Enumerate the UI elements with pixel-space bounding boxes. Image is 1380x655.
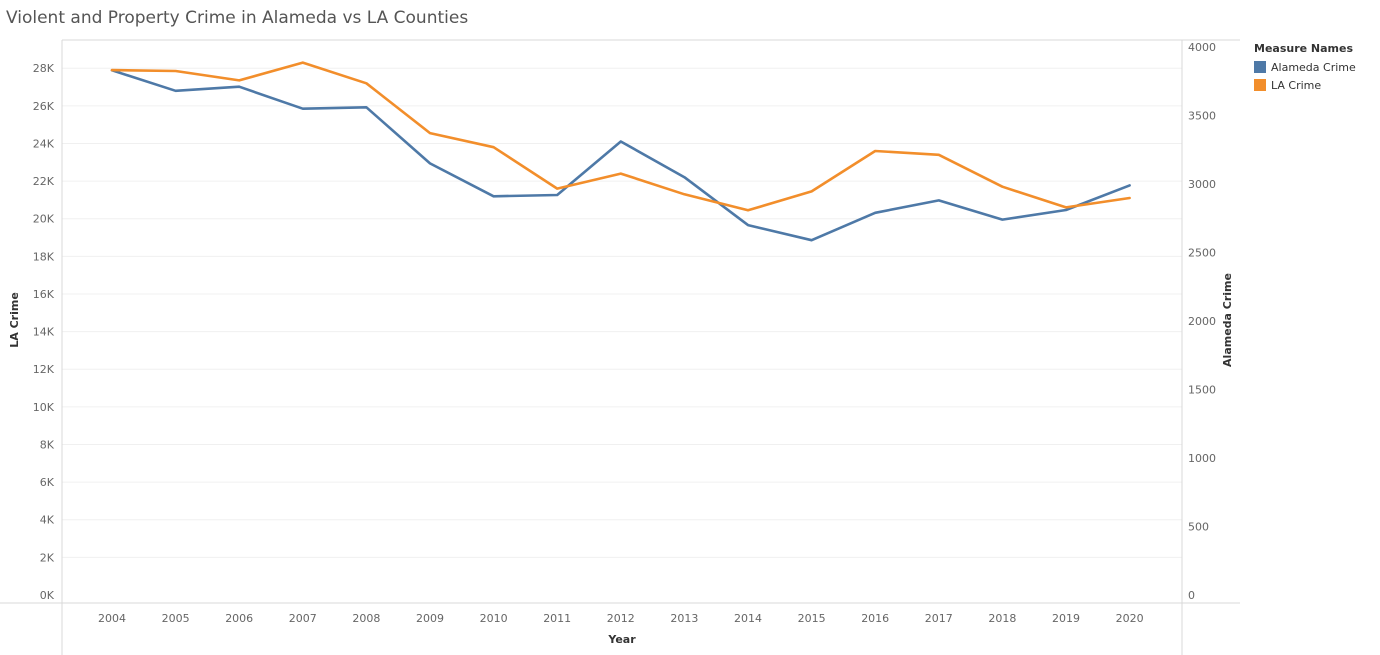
series-line-la-crime[interactable] [110,61,1131,212]
x-tick-label: 2015 [798,612,826,625]
left-tick-label: 10K [33,401,55,414]
x-tick-label: 2008 [352,612,380,625]
x-tick-label: 2010 [480,612,508,625]
right-tick-label: 3000 [1188,178,1216,191]
grid-lines [62,67,1182,558]
right-axis-ticks: 0 500 1000 1500 2000 2500 3000 3500 4000 [1188,41,1216,602]
left-tick-label: 12K [33,363,55,376]
x-tick-label: 2014 [734,612,762,625]
x-tick-label: 2007 [289,612,317,625]
axes [0,39,1240,655]
x-tick-label: 2017 [925,612,953,625]
right-axis-title: Alameda Crime [1221,273,1234,367]
left-tick-label: 28K [33,62,55,75]
chart-title: Violent and Property Crime in Alameda vs… [6,8,469,28]
legend-item-la[interactable]: LA Crime [1254,76,1356,94]
left-tick-label: 22K [33,175,55,188]
x-tick-label: 2004 [98,612,126,625]
right-tick-label: 0 [1188,589,1195,602]
x-axis-title: Year [607,633,636,646]
legend: Measure Names Alameda Crime LA Crime [1254,42,1356,94]
left-tick-label: 4K [40,514,55,527]
x-tick-label: 2006 [225,612,253,625]
left-tick-label: 14K [33,326,55,339]
right-tick-label: 500 [1188,521,1209,534]
left-tick-label: 24K [33,137,55,150]
right-tick-label: 2000 [1188,315,1216,328]
left-tick-label: 6K [40,476,55,489]
legend-label-alameda: Alameda Crime [1271,60,1356,74]
x-tick-label: 2009 [416,612,444,625]
left-axis-title: LA Crime [8,292,21,348]
series-lines [110,61,1131,242]
right-tick-label: 1000 [1188,452,1216,465]
x-tick-label: 2011 [543,612,571,625]
x-tick-label: 2012 [607,612,635,625]
legend-swatch-la [1254,79,1266,91]
right-tick-label: 3500 [1188,110,1216,123]
x-tick-label: 2013 [670,612,698,625]
legend-swatch-alameda [1254,61,1266,73]
x-tick-label: 2016 [861,612,889,625]
x-tick-label: 2020 [1116,612,1144,625]
x-tick-label: 2019 [1052,612,1080,625]
left-tick-label: 18K [33,250,55,263]
series-line-alameda-crime[interactable] [110,69,1131,242]
left-tick-label: 2K [40,551,55,564]
left-tick-label: 20K [33,213,55,226]
legend-label-la: LA Crime [1271,78,1322,92]
right-tick-label: 4000 [1188,41,1216,54]
x-tick-label: 2005 [162,612,190,625]
x-tick-label: 2018 [988,612,1016,625]
left-tick-label: 26K [33,100,55,113]
left-axis-ticks: 0K 2K 4K 6K 8K 10K 12K 14K 16K 18K 20K 22K 24K 26K 28K [33,62,55,602]
left-tick-label: 8K [40,438,55,451]
right-tick-label: 1500 [1188,384,1216,397]
x-axis-ticks: 2004 2005 2006 2007 2008 2009 2010 2011 2012 2013… [98,612,1144,625]
legend-item-alameda[interactable]: Alameda Crime [1254,58,1356,76]
left-tick-label: 16K [33,288,55,301]
right-tick-label: 2500 [1188,247,1216,260]
left-tick-label: 0K [40,589,55,602]
legend-title: Measure Names [1254,42,1354,55]
